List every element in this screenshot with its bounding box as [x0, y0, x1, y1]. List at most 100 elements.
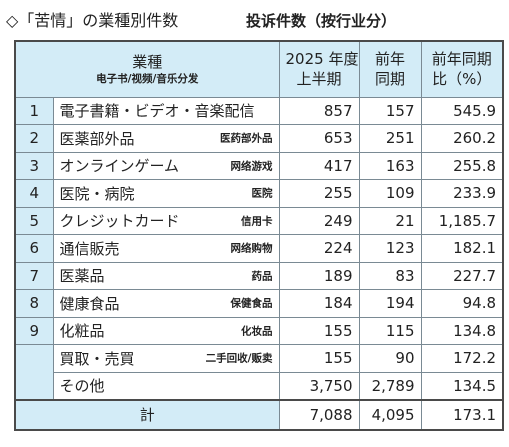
table-row: 4 医院・病院 医院 255 109 233.9	[14, 179, 504, 208]
name-cell: 買取・売買 二手回收/贩卖	[52, 344, 280, 373]
industry-name: 電子書籍・ビデオ・音楽配信	[59, 102, 255, 121]
value-previous: 157	[358, 96, 422, 125]
value-current: 155	[278, 316, 360, 345]
value-ratio: 182.1	[420, 234, 504, 263]
header-previous: 前年 同期	[358, 40, 422, 98]
total-current: 7,088	[278, 398, 360, 430]
header-category: 業種 电子书/视频/音乐分发	[14, 40, 280, 98]
rank-cell: 5	[14, 206, 54, 235]
rank-cell: 6	[14, 234, 54, 263]
complaints-table: 業種 电子书/视频/音乐分发 2025 年度 上半期 前年 同期 前年同期 比（%） 1…	[14, 40, 505, 431]
industry-name: 健康食品	[59, 294, 120, 313]
value-ratio: 545.9	[420, 96, 504, 125]
value-current: 3,750	[278, 371, 360, 400]
industry-name: 買取・売買	[59, 349, 135, 368]
header-row: 業種 电子书/视频/音乐分发 2025 年度 上半期 前年 同期 前年同期 比（%）	[14, 40, 504, 98]
total-label: 計	[14, 398, 280, 430]
value-previous: 2,789	[358, 371, 422, 400]
industry-name: 化粧品	[59, 322, 105, 341]
total-previous: 4,095	[358, 398, 422, 430]
rank-cell: 1	[14, 96, 54, 125]
title-bar: ◇「苦情」の業種別件数 投诉件数（按行业分）	[6, 8, 506, 34]
name-cell: 化粧品 化妆品	[52, 316, 280, 345]
header-text: 業種	[132, 53, 163, 72]
name-cell: 医薬品 药品	[52, 261, 280, 290]
name-cell: 通信販売 网络购物	[52, 234, 280, 263]
industry-name-zh: 信用卡	[241, 215, 273, 228]
table-row: その他 3,750 2,789 134.5	[15, 371, 504, 400]
industry-name-zh: 二手回收/贩卖	[205, 352, 273, 365]
value-ratio: 94.8	[420, 289, 504, 318]
value-ratio: 233.9	[420, 179, 504, 208]
rank-cell: 3	[14, 151, 54, 180]
value-previous: 83	[358, 261, 422, 290]
rank-cell	[14, 344, 54, 400]
industry-name: その他	[59, 377, 105, 395]
total-row: 計 7,088 4,095 173.1	[14, 398, 504, 430]
value-ratio: 134.8	[420, 316, 504, 345]
rank-cell: 2	[14, 124, 54, 153]
industry-name-zh: 医院	[251, 187, 273, 200]
header-text: 上半期	[296, 70, 342, 89]
value-current: 189	[278, 261, 360, 290]
header-current: 2025 年度 上半期	[278, 40, 360, 98]
value-ratio: 227.7	[420, 261, 504, 290]
title: ◇「苦情」の業種別件数	[6, 11, 179, 30]
table-row: 8 健康食品 保健食品 184 194 94.8	[14, 289, 504, 318]
table-row: 2 医薬部外品 医药部外品 653 251 260.2	[14, 124, 504, 153]
name-cell: 電子書籍・ビデオ・音楽配信	[52, 96, 280, 125]
industry-name-zh: 保健食品	[230, 297, 273, 310]
table-row: 買取・売買 二手回收/贩卖 155 90 172.2	[14, 344, 504, 400]
table-row: 7 医薬品 药品 189 83 227.7	[14, 261, 504, 290]
value-current: 653	[278, 124, 360, 153]
value-ratio: 172.2	[420, 344, 504, 373]
name-cell: 医院・病院 医院	[52, 179, 280, 208]
value-previous: 109	[358, 179, 422, 208]
value-current: 155	[278, 344, 360, 373]
rank-cell: 7	[14, 261, 54, 290]
value-ratio: 255.8	[420, 151, 504, 180]
rank-cell: 8	[14, 289, 54, 318]
value-ratio: 134.5	[420, 371, 504, 400]
table-row: 9 化粧品 化妆品 155 115 134.8	[14, 316, 504, 345]
rank-cell: 9	[14, 316, 54, 345]
value-previous: 90	[358, 344, 422, 373]
industry-name: 医薬品	[59, 267, 105, 286]
industry-name: クレジットカード	[59, 212, 180, 231]
header-text: 前年同期	[431, 50, 492, 69]
value-current: 857	[278, 96, 360, 125]
header-ratio: 前年同期 比（%）	[420, 40, 504, 98]
rank-cell: 4	[14, 179, 54, 208]
value-previous: 115	[358, 316, 422, 345]
table-row: 6 通信販売 网络购物 224 123 182.1	[14, 234, 504, 263]
subtitle: 投诉件数（按行业分）	[246, 12, 397, 30]
table-row: 3 オンラインゲーム 网络游戏 417 163 255.8	[14, 151, 504, 180]
header-text: 2025 年度	[285, 50, 359, 69]
value-previous: 251	[358, 124, 422, 153]
value-current: 417	[278, 151, 360, 180]
table-header: 業種 电子书/视频/音乐分发 2025 年度 上半期 前年 同期 前年同期 比（%）	[14, 40, 504, 98]
value-previous: 123	[358, 234, 422, 263]
value-ratio: 260.2	[420, 124, 504, 153]
industry-name: 通信販売	[59, 239, 120, 258]
value-previous: 21	[358, 206, 422, 235]
table-body: 1 電子書籍・ビデオ・音楽配信 857 157 545.9 2 医薬部外品 医药部外品 653 2…	[14, 96, 504, 430]
value-current: 184	[278, 289, 360, 318]
name-cell: 健康食品 保健食品	[52, 289, 280, 318]
header-text: 比（%）	[432, 70, 492, 89]
table-row: 1 電子書籍・ビデオ・音楽配信 857 157 545.9	[14, 96, 504, 125]
value-current: 255	[278, 179, 360, 208]
industry-name-zh: 网络购物	[230, 242, 273, 255]
header-text: 前年	[375, 50, 406, 69]
table-row: 5 クレジットカード 信用卡 249 21 1,185.7	[14, 206, 504, 235]
value-current: 249	[278, 206, 360, 235]
industry-name-zh: 网络游戏	[230, 160, 273, 173]
name-cell: その他	[52, 371, 280, 400]
industry-name-zh: 医药部外品	[220, 132, 273, 145]
name-cell: クレジットカード 信用卡	[52, 206, 280, 235]
total-ratio: 173.1	[420, 398, 504, 430]
value-previous: 163	[358, 151, 422, 180]
value-previous: 194	[358, 289, 422, 318]
name-cell: オンラインゲーム 网络游戏	[52, 151, 280, 180]
